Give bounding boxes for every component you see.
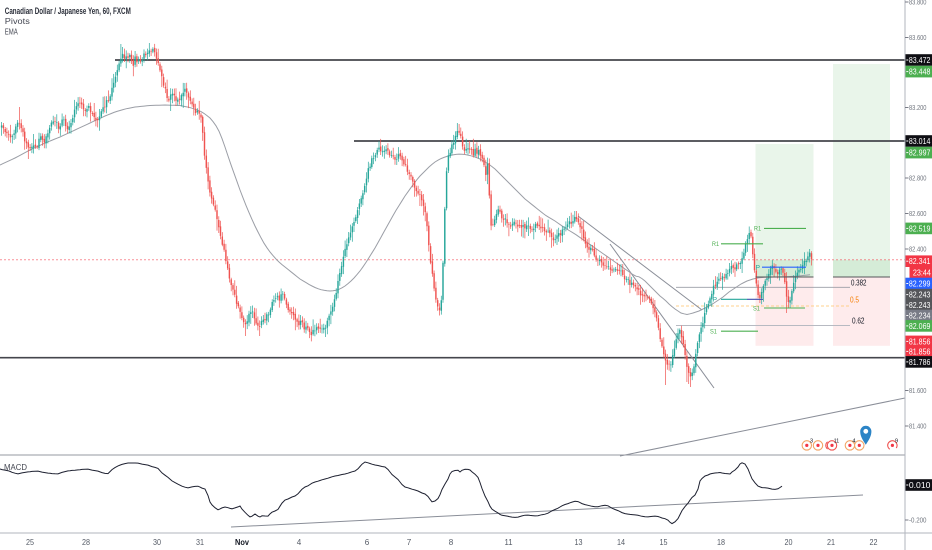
svg-text:30: 30 xyxy=(153,538,161,547)
svg-text:82.243: 82.243 xyxy=(909,300,931,310)
svg-text:18: 18 xyxy=(717,538,725,547)
svg-text:23:44: 23:44 xyxy=(913,267,931,277)
svg-text:6: 6 xyxy=(365,538,370,547)
svg-text:22: 22 xyxy=(870,538,878,547)
svg-text:0.5: 0.5 xyxy=(850,295,859,305)
svg-text:83.472: 83.472 xyxy=(909,55,931,65)
svg-text:P: P xyxy=(712,297,717,304)
svg-text:81.400: 81.400 xyxy=(909,424,927,431)
svg-text:82.243: 82.243 xyxy=(909,290,931,300)
svg-text:3: 3 xyxy=(810,439,813,445)
svg-text:8: 8 xyxy=(449,538,454,547)
svg-text:Pivots: Pivots xyxy=(5,17,30,26)
svg-text:4: 4 xyxy=(852,439,856,445)
svg-text:7: 7 xyxy=(407,538,412,547)
svg-text:82.800: 82.800 xyxy=(909,176,927,183)
svg-text:83.800: 83.800 xyxy=(909,0,927,7)
svg-text:82.600: 82.600 xyxy=(909,211,927,218)
svg-text:81.856: 81.856 xyxy=(909,346,931,356)
svg-text:0.62: 0.62 xyxy=(852,316,865,326)
svg-text:82.069: 82.069 xyxy=(909,321,931,331)
svg-text:82.341: 82.341 xyxy=(909,256,931,266)
svg-text:EMA: EMA xyxy=(5,28,19,37)
svg-text:P: P xyxy=(755,265,760,272)
svg-text:83.600: 83.600 xyxy=(909,35,927,42)
svg-text:20: 20 xyxy=(785,538,793,547)
svg-text:81.856: 81.856 xyxy=(909,336,931,346)
svg-text:4: 4 xyxy=(297,538,302,547)
svg-text:82.519: 82.519 xyxy=(909,223,931,233)
svg-text:R1: R1 xyxy=(754,226,761,233)
svg-text:82.400: 82.400 xyxy=(909,247,927,254)
svg-text:82.997: 82.997 xyxy=(909,148,931,158)
svg-text:13: 13 xyxy=(575,538,583,547)
svg-text:Canadian Dollar / Japanese Yen: Canadian Dollar / Japanese Yen, 60, FXCM xyxy=(5,6,131,16)
svg-text:Nov: Nov xyxy=(235,538,249,547)
svg-text:82.299: 82.299 xyxy=(909,279,931,289)
svg-text:31: 31 xyxy=(196,538,204,547)
svg-text:S1: S1 xyxy=(753,305,760,312)
svg-text:81.786: 81.786 xyxy=(909,357,931,367)
svg-text:0.010: 0.010 xyxy=(909,480,931,490)
svg-text:11: 11 xyxy=(834,439,840,445)
svg-text:81.600: 81.600 xyxy=(909,388,927,395)
svg-text:82.234: 82.234 xyxy=(909,311,931,321)
svg-text:S1: S1 xyxy=(710,329,717,336)
svg-text:0.382: 0.382 xyxy=(851,278,867,288)
svg-text:14: 14 xyxy=(617,538,625,547)
svg-text:MACD: MACD xyxy=(4,463,27,472)
svg-text:15: 15 xyxy=(660,538,668,547)
svg-text:9: 9 xyxy=(895,439,898,445)
svg-text:11: 11 xyxy=(505,538,514,547)
svg-text:R1: R1 xyxy=(712,241,719,248)
svg-text:25: 25 xyxy=(26,538,34,547)
svg-text:-0.200: -0.200 xyxy=(909,518,927,525)
svg-text:83.014: 83.014 xyxy=(909,136,931,146)
svg-text:83.448: 83.448 xyxy=(909,67,931,77)
svg-text:83.200: 83.200 xyxy=(909,105,927,112)
svg-text:28: 28 xyxy=(82,538,90,547)
svg-text:21: 21 xyxy=(827,538,835,547)
